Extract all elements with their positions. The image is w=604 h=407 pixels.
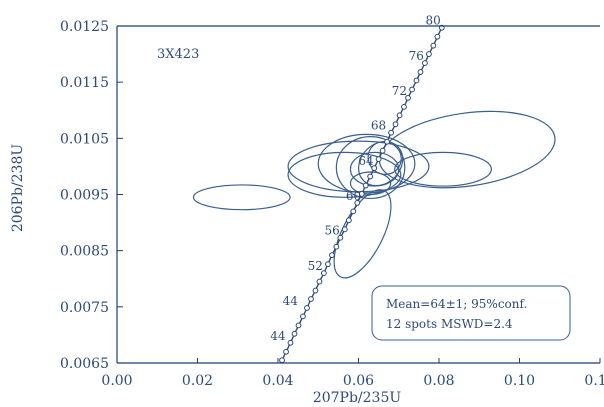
concordia-age-marker bbox=[417, 69, 424, 75]
x-axis-label: 207Pb/235U bbox=[313, 390, 402, 406]
concordia-age-marker bbox=[320, 270, 327, 277]
concordia-age-marker bbox=[422, 60, 428, 66]
axes-layer: 0.00 0.02 0.04 0.06 0.08 0.10 0.12 0.0065 0.0075… bbox=[60, 19, 604, 389]
concordia-age-marker bbox=[329, 252, 335, 259]
concordia-age-marker bbox=[337, 234, 344, 241]
x-tick-label: 0.08 bbox=[423, 373, 454, 389]
concordia-age-marker bbox=[333, 243, 340, 250]
concordia-age-label: 44 bbox=[270, 329, 286, 343]
annotation-line-2: 12 spots MSWD=2.4 bbox=[386, 317, 513, 331]
concordia-age-marker bbox=[304, 305, 310, 311]
concordia-age-marker bbox=[413, 77, 420, 84]
annotation-box: Mean=64±1; 95%conf. 12 spots MSWD=2.4 bbox=[371, 285, 571, 341]
x-tick-label: 0.12 bbox=[584, 373, 604, 389]
concordia-age-marker bbox=[308, 296, 314, 302]
y-tick-label: 0.0115 bbox=[60, 75, 109, 91]
concordia-age-marker bbox=[295, 322, 302, 329]
concordia-age-marker bbox=[405, 94, 411, 101]
error-ellipse bbox=[349, 171, 392, 196]
y-tick-label: 0.0095 bbox=[60, 188, 109, 204]
concordia-age-label: 56 bbox=[325, 224, 340, 238]
concordia-age-marker bbox=[379, 147, 386, 154]
concordia-age-marker bbox=[354, 200, 361, 206]
error-ellipse bbox=[358, 140, 404, 187]
concordia-age-marker bbox=[401, 103, 407, 110]
concordia-age-marker bbox=[283, 348, 289, 355]
error-ellipse bbox=[394, 151, 492, 187]
error-ellipse bbox=[378, 110, 556, 189]
concordia-age-marker bbox=[384, 138, 390, 145]
concordia-age-marker bbox=[341, 226, 348, 233]
x-tick-label: 0.06 bbox=[343, 373, 374, 389]
y-tick-label: 0.0065 bbox=[60, 356, 109, 372]
concordia-age-label: 80 bbox=[426, 14, 441, 28]
y-tick-label: 0.0085 bbox=[60, 244, 109, 260]
concordia-age-marker bbox=[325, 261, 331, 268]
concordia-age-marker bbox=[358, 191, 365, 197]
x-tick-label: 0.02 bbox=[182, 373, 213, 389]
concordia-age-marker bbox=[291, 330, 298, 337]
error-ellipse bbox=[192, 184, 291, 211]
concordia-age-label: 60 bbox=[346, 189, 361, 203]
sample-label: 3X423 bbox=[157, 47, 199, 62]
y-tick-label: 0.0075 bbox=[60, 300, 109, 316]
concordia-age-marker bbox=[375, 156, 382, 163]
x-tick-label: 0.04 bbox=[262, 373, 293, 389]
concordia-age-marker bbox=[287, 339, 294, 346]
concordia-age-marker bbox=[345, 217, 352, 224]
concordia-age-marker bbox=[300, 313, 306, 320]
y-tick-label: 0.0105 bbox=[60, 131, 109, 147]
concordia-age-marker bbox=[426, 51, 432, 57]
concordia-age-marker bbox=[371, 165, 378, 172]
concordia-age-marker bbox=[367, 173, 374, 180]
error-ellipse bbox=[317, 133, 416, 194]
concordia-age-marker bbox=[392, 121, 399, 128]
x-tick-label: 0.00 bbox=[101, 373, 132, 389]
concordia-layer: 44 44 52 56 60 64 68 72 76 80 bbox=[270, 14, 445, 364]
concordia-age-label: 76 bbox=[409, 49, 424, 63]
concordia-age-marker bbox=[316, 278, 323, 285]
concordia-age-label: 44 bbox=[283, 294, 299, 308]
concordia-age-marker bbox=[362, 182, 369, 189]
concordia-age-marker bbox=[409, 86, 415, 93]
concordia-age-label: 64 bbox=[358, 154, 374, 168]
error-ellipse bbox=[287, 151, 402, 198]
annotation-line-1: Mean=64±1; 95%conf. bbox=[386, 297, 527, 311]
y-tick-label: 0.0125 bbox=[60, 19, 109, 35]
y-axis-label: 206Pb/238U bbox=[10, 144, 26, 233]
x-tick-label: 0.10 bbox=[504, 373, 535, 389]
concordia-age-label: 52 bbox=[308, 259, 323, 273]
concordia-age-marker bbox=[279, 357, 285, 364]
concordia-age-marker bbox=[350, 208, 357, 215]
error-ellipse bbox=[335, 136, 406, 200]
concordia-age-marker bbox=[430, 42, 437, 49]
concordia-age-marker bbox=[388, 129, 395, 136]
concordia-age-marker bbox=[434, 33, 441, 40]
concordia-age-marker bbox=[396, 112, 403, 119]
concordia-age-label: 68 bbox=[371, 119, 386, 133]
concordia-age-label: 72 bbox=[392, 84, 407, 98]
concordia-age-marker bbox=[312, 287, 319, 294]
